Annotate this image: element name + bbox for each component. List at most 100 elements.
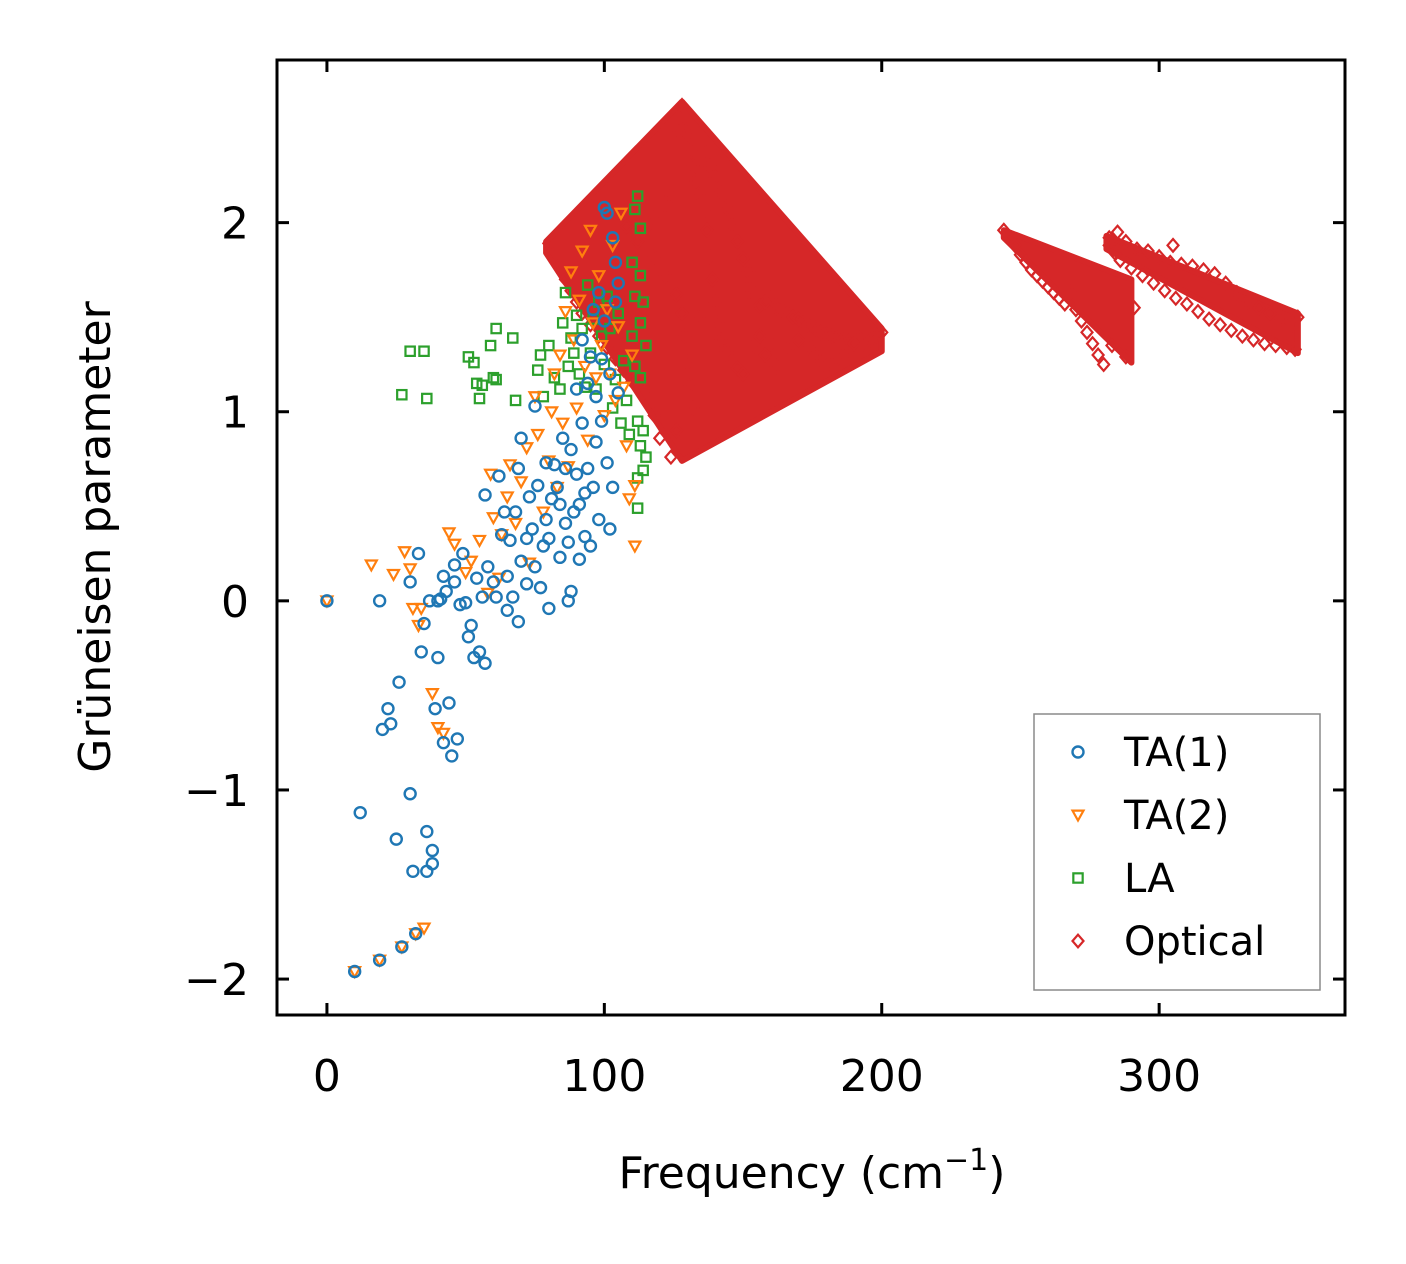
data-point (420, 824, 434, 839)
data-point (1174, 256, 1189, 273)
data-point (719, 343, 734, 360)
data-point (372, 594, 387, 608)
data-point (508, 517, 523, 532)
data-point (525, 522, 539, 536)
data-point (490, 373, 502, 386)
legend-items: TA(1) TA(2) LA Optical (1070, 730, 1265, 965)
data-point (588, 372, 604, 386)
data-point (1146, 275, 1161, 292)
data-point (711, 314, 726, 331)
data-point (592, 285, 606, 300)
data-point (553, 550, 567, 565)
data-point (506, 590, 520, 604)
data-point (1105, 337, 1119, 354)
data-point (569, 294, 584, 311)
data-point (547, 368, 562, 382)
data-point (511, 461, 526, 476)
data-point (647, 248, 662, 265)
data-point (539, 512, 553, 527)
series-la (396, 190, 652, 514)
data-point (677, 328, 692, 345)
data-point (569, 382, 584, 396)
data-point (418, 345, 430, 358)
data-point (527, 391, 543, 405)
data-point (1218, 275, 1233, 292)
data-point (500, 603, 514, 618)
y-tick-label: −1 (184, 766, 249, 817)
data-point (1113, 252, 1128, 269)
data-point (631, 502, 644, 514)
data-point (672, 123, 687, 140)
data-point (1246, 331, 1261, 348)
data-point (705, 271, 720, 288)
data-point (1152, 248, 1167, 265)
data-point (475, 590, 489, 604)
data-point (583, 224, 598, 238)
data-point (586, 480, 600, 495)
data-point (758, 294, 773, 311)
data-point (403, 787, 417, 801)
data-point (600, 206, 614, 220)
data-point (564, 442, 578, 457)
data-point (535, 506, 551, 520)
data-point (589, 389, 603, 404)
data-point (634, 317, 647, 329)
data-point (697, 203, 712, 220)
data-point (441, 527, 457, 541)
legend-label: TA(2) (1123, 793, 1229, 839)
data-point (461, 630, 476, 644)
data-point (713, 184, 728, 201)
data-point (658, 267, 673, 284)
data-point (445, 749, 459, 763)
data-point (652, 430, 667, 447)
data-point (730, 233, 745, 250)
data-point (458, 566, 474, 581)
data-point (619, 440, 634, 454)
data-point (353, 805, 367, 820)
data-point (780, 341, 795, 358)
data-point (1141, 242, 1156, 260)
data-point (611, 386, 625, 400)
data-point (1166, 237, 1180, 254)
data-point (608, 255, 623, 270)
data-point (1288, 341, 1303, 358)
data-point (652, 203, 667, 220)
data-point (1185, 258, 1200, 275)
data-point (572, 497, 587, 512)
data-point (1274, 311, 1289, 328)
data-point (586, 302, 600, 317)
optical-band-layer (543, 98, 1301, 464)
data-point (570, 309, 583, 322)
y-tick-label: 0 (221, 577, 249, 628)
data-point (1224, 322, 1239, 339)
x-tick-label: 100 (562, 1051, 646, 1102)
data-point (508, 505, 523, 519)
data-point (384, 717, 398, 731)
data-point (637, 464, 649, 477)
data-point (780, 305, 795, 322)
data-point (575, 416, 589, 430)
data-point (1163, 254, 1178, 271)
x-tick-label: 300 (1117, 1051, 1201, 1102)
data-point (626, 330, 638, 342)
data-point (636, 384, 651, 401)
data-point (774, 301, 789, 318)
data-point (680, 354, 695, 371)
data-point (585, 317, 601, 331)
data-point (578, 529, 592, 544)
data-point (490, 322, 502, 335)
data-point (629, 360, 641, 373)
data-point (752, 297, 767, 314)
data-point (500, 569, 514, 583)
data-point (634, 222, 647, 235)
data-point (503, 533, 517, 548)
data-point (431, 650, 445, 665)
data-point (1168, 290, 1183, 307)
data-point (1110, 224, 1125, 241)
data-point (561, 535, 575, 549)
data-point (630, 233, 645, 250)
data-point (591, 270, 607, 284)
data-point (447, 558, 462, 572)
data-point (492, 469, 506, 483)
